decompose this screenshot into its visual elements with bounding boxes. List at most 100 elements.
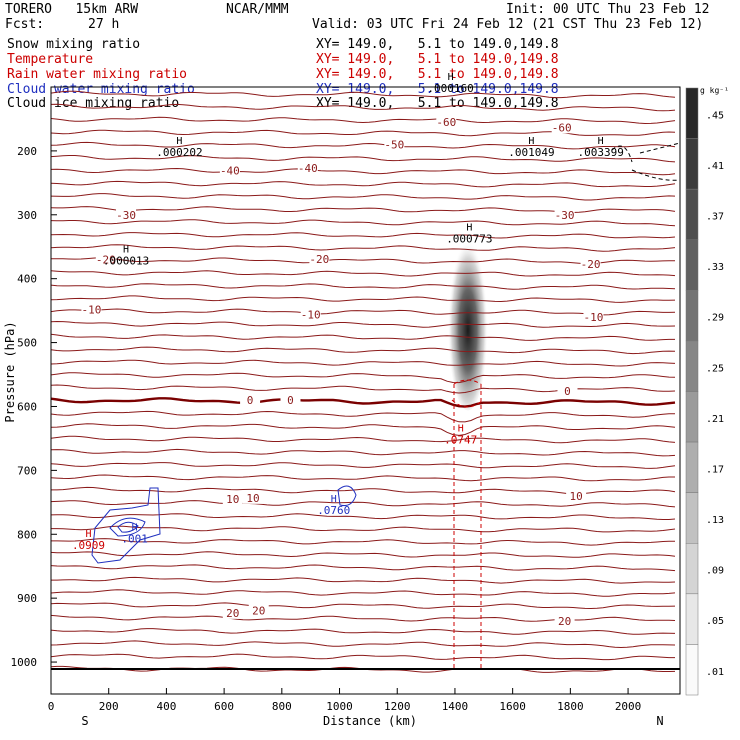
isotherm-label-bg [557, 385, 578, 398]
y-tick-label: 900 [17, 592, 37, 605]
isotherm-line [51, 244, 676, 252]
colorbar-segment [685, 391, 699, 443]
isotherm-line [51, 513, 676, 520]
isotherm-label: -40 [298, 162, 318, 175]
isotherm-label-bg [280, 394, 301, 407]
y-tick-label: 400 [17, 273, 37, 286]
maximum-value: .000202 [156, 146, 202, 159]
colorbar-label: .09 [706, 566, 724, 577]
colorbar-segment [685, 492, 699, 544]
y-tick-label: 600 [17, 400, 37, 413]
field-xy-temperature: XY= 149.0, 5.1 to 149.0,149.8 [316, 52, 559, 67]
maximum-marker: H [123, 245, 129, 256]
x-tick-label: 2000 [615, 700, 642, 713]
isotherm-line [51, 462, 676, 469]
maximum-value: .001 [121, 533, 148, 546]
center-label: NCAR/MMM [226, 2, 289, 17]
rain-water-contour [451, 379, 484, 668]
isotherm-line [51, 525, 676, 533]
colorbar-label: .17 [706, 464, 724, 475]
isotherm-label-bg [297, 162, 318, 175]
isotherm-line [51, 141, 676, 150]
maximum-value: .0747 [444, 434, 477, 447]
isotherm-label: -40 [220, 165, 240, 178]
isotherm-line [51, 448, 676, 457]
field-name-cloud-water: Cloud water mixing ratio [7, 82, 195, 97]
colorbar-segment [685, 239, 699, 291]
isotherm-line [51, 435, 676, 444]
y-tick-label: 800 [17, 528, 37, 541]
model-title: TORERO 15km ARW [5, 2, 139, 17]
isotherm-label: -10 [81, 303, 101, 316]
isotherm-label: 10 [226, 493, 239, 506]
isotherm-line [51, 614, 676, 622]
cloud-water-contour [337, 485, 357, 506]
isotherm-line [51, 359, 676, 367]
valid-time: Valid: 03 UTC Fri 24 Feb 12 (21 CST Thu … [312, 17, 704, 32]
isotherm-label-bg [242, 491, 263, 504]
isotherm-label: -60 [552, 121, 572, 134]
isotherm-line [51, 155, 676, 163]
isotherm-label-bg [248, 604, 269, 617]
maximum-marker: H [331, 494, 337, 505]
y-tick-label: 500 [17, 337, 37, 350]
isotherm-line [51, 602, 676, 610]
fcst-label: Fcst: [5, 17, 45, 32]
maximum-value: .000773 [446, 232, 492, 245]
axes: 0 200 400 600 800 1000 1200 1400 1600 1800 2000200… [11, 145, 642, 713]
colorbar-segment [685, 87, 699, 139]
maximum-marker: H [598, 136, 604, 147]
y-tick-label: 200 [17, 145, 37, 158]
isotherm-line [51, 257, 676, 265]
isotherm-line [51, 538, 675, 546]
x-axis-north-label: N [656, 714, 663, 728]
isotherm-line [51, 206, 676, 214]
isotherm-label-bg [384, 138, 405, 151]
isotherm-label-bg [116, 208, 137, 221]
isotherm-label: 10 [246, 492, 259, 505]
colorbar-label: .01 [706, 667, 724, 678]
field-name-temperature: Temperature [7, 52, 94, 67]
isotherm-label-bg [583, 311, 604, 324]
maximum-value: .000160 [427, 82, 473, 95]
colorbar-segment [685, 340, 699, 392]
isotherm-line [51, 129, 676, 137]
plot-frame [50, 86, 681, 695]
isotherm-line [51, 551, 676, 558]
maximum-marker: H [458, 424, 464, 435]
x-tick-label: 1600 [499, 700, 526, 713]
isotherm-label: 0 [247, 394, 254, 407]
isotherm-label: -50 [384, 139, 404, 152]
isotherm-line [51, 410, 675, 423]
isotherm-label-bg [309, 252, 330, 265]
isotherm-label-bg [219, 164, 240, 177]
cloud-water-contour [91, 487, 161, 564]
x-tick-label: 600 [214, 700, 234, 713]
colorbar-label: .41 [706, 161, 724, 172]
isotherm-label: -20 [96, 254, 116, 267]
isotherm-line [51, 628, 676, 635]
maximum-value: .0909 [72, 539, 105, 552]
isotherm-line [51, 283, 676, 290]
isotherm-line [51, 308, 676, 316]
isotherm-label: 20 [558, 615, 571, 628]
isotherm-line [51, 295, 676, 303]
colorbar-label: .29 [706, 313, 724, 324]
field-xy-rain: XY= 149.0, 5.1 to 149.0,149.8 [316, 67, 559, 82]
colorbar-label: .33 [706, 262, 724, 273]
isotherm-label-bg [95, 253, 116, 266]
x-tick-label: 0 [48, 700, 55, 713]
isotherm-line [51, 372, 676, 384]
isotherm-label: -20 [309, 253, 329, 266]
isotherm-label-bg [554, 208, 575, 221]
isotherm-line [51, 564, 676, 572]
x-tick-label: 1400 [442, 700, 469, 713]
x-tick-label: 800 [272, 700, 292, 713]
isotherm-line [51, 576, 676, 584]
isotherm-lines [51, 90, 680, 673]
isotherm-line [51, 103, 676, 112]
field-xy-cloud-water: XY= 149.0, 5.1 to 149.0,149.8 [316, 82, 559, 97]
isotherm-label-bg [580, 257, 601, 270]
colorbar: .45 .41 .37 .33 .29 .25 .21 .17 .13 .09 .05 .01 [685, 87, 724, 696]
isotherm-line [51, 500, 676, 508]
